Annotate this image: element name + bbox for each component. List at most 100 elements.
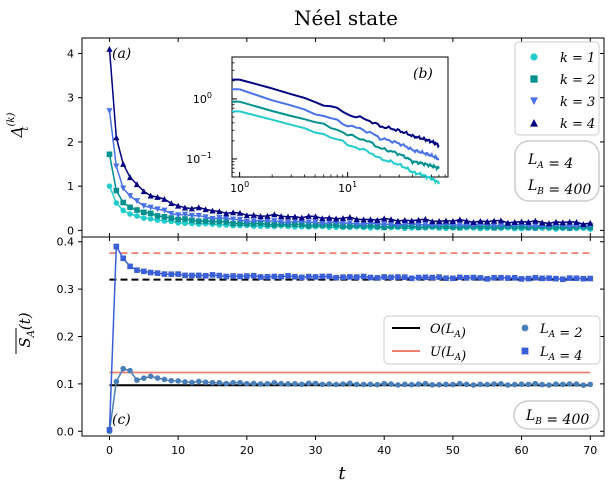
panel-a-annotation: LA = 4 LB = 400 bbox=[514, 140, 600, 202]
data-point bbox=[360, 273, 367, 280]
svg-text:Δ(k)t: Δ(k)t bbox=[6, 113, 31, 139]
data-point bbox=[381, 274, 388, 280]
data-point bbox=[525, 275, 532, 282]
y-tick-label: 2 bbox=[67, 136, 74, 149]
data-point bbox=[175, 271, 181, 277]
data-point bbox=[566, 218, 573, 225]
data-point bbox=[154, 270, 161, 276]
legend-label: k = 1 bbox=[560, 51, 595, 66]
inset-series-line-4 bbox=[239, 78, 440, 149]
data-point bbox=[161, 376, 168, 383]
x-tick-label: 0 bbox=[106, 444, 113, 457]
data-point bbox=[216, 208, 223, 215]
data-point bbox=[250, 211, 257, 218]
data-point bbox=[106, 151, 113, 158]
data-point bbox=[126, 174, 134, 181]
data-point bbox=[147, 192, 154, 199]
data-point bbox=[532, 223, 539, 229]
panel-a-label: (a) bbox=[112, 46, 131, 62]
data-point bbox=[429, 382, 436, 388]
data-point bbox=[243, 218, 250, 225]
data-point bbox=[381, 215, 388, 222]
data-point bbox=[367, 216, 374, 223]
x-tick-label: 50 bbox=[446, 444, 460, 457]
svg-text:O(LA): O(LA) bbox=[430, 322, 466, 341]
data-point bbox=[106, 45, 113, 52]
x-tick-label: 60 bbox=[515, 444, 529, 457]
data-point bbox=[147, 210, 154, 217]
data-point bbox=[436, 381, 442, 388]
data-point bbox=[511, 381, 518, 388]
data-point bbox=[127, 211, 133, 217]
legend-label: k = 3 bbox=[560, 95, 595, 110]
data-point bbox=[422, 216, 429, 222]
data-point bbox=[353, 216, 360, 223]
data-point bbox=[209, 207, 216, 214]
data-point bbox=[346, 214, 353, 220]
data-point bbox=[264, 221, 271, 228]
data-point bbox=[319, 215, 326, 222]
data-point bbox=[182, 379, 188, 385]
data-point bbox=[298, 274, 305, 281]
data-point bbox=[353, 221, 360, 228]
data-point bbox=[284, 213, 292, 220]
data-point bbox=[326, 219, 333, 226]
panel-c-x-ticks: 0 10 20 30 40 50 60 70 bbox=[106, 237, 597, 457]
data-point bbox=[395, 382, 401, 388]
legend-entry-1: k = 1 bbox=[530, 51, 595, 66]
data-point bbox=[147, 216, 154, 222]
data-point bbox=[161, 196, 168, 202]
data-point bbox=[120, 185, 127, 192]
data-point bbox=[498, 380, 504, 387]
data-point bbox=[236, 216, 244, 223]
data-point bbox=[477, 275, 484, 281]
data-point bbox=[456, 274, 463, 281]
inset-x-tick-label: 100 bbox=[230, 180, 249, 195]
data-point bbox=[587, 381, 594, 388]
data-point bbox=[395, 274, 401, 280]
data-point bbox=[470, 382, 477, 388]
y-tick-label: 0.3 bbox=[57, 283, 75, 296]
data-point bbox=[367, 274, 374, 281]
data-point bbox=[347, 380, 353, 387]
inset-y-tick-label: 10−1 bbox=[186, 151, 212, 166]
data-point bbox=[388, 274, 394, 281]
data-point bbox=[161, 207, 168, 214]
data-point bbox=[552, 218, 560, 225]
svg-text:U(LA): U(LA) bbox=[430, 345, 466, 364]
svg-text:LB = 400: LB = 400 bbox=[527, 178, 591, 198]
inset-y-tick-label: 100 bbox=[193, 91, 212, 106]
data-point bbox=[546, 382, 552, 388]
data-point bbox=[154, 217, 161, 224]
data-point bbox=[402, 381, 408, 388]
data-point bbox=[333, 215, 340, 222]
legend-entry-marker-1: LA = 2 bbox=[521, 322, 583, 341]
panel-a-ylabel: Δ(k)t bbox=[6, 113, 31, 139]
svg-text:LA = 4: LA = 4 bbox=[527, 152, 573, 172]
data-point bbox=[408, 217, 415, 224]
data-point bbox=[443, 381, 449, 388]
x-tick-label: 20 bbox=[240, 444, 254, 457]
data-point bbox=[559, 381, 566, 388]
data-point bbox=[305, 219, 312, 226]
data-point bbox=[161, 214, 168, 220]
data-point bbox=[202, 214, 209, 221]
data-point bbox=[305, 212, 312, 219]
data-point bbox=[230, 216, 237, 223]
data-point bbox=[237, 220, 243, 227]
data-point bbox=[147, 373, 154, 380]
data-point bbox=[264, 218, 271, 225]
data-point bbox=[546, 275, 552, 281]
data-point bbox=[168, 377, 175, 384]
data-point bbox=[442, 217, 450, 224]
data-point bbox=[305, 273, 312, 280]
data-point bbox=[195, 218, 202, 225]
data-point bbox=[415, 274, 422, 281]
data-point bbox=[394, 217, 402, 224]
data-point bbox=[491, 217, 498, 224]
data-point bbox=[230, 220, 236, 227]
panel-a-legend: k = 1 k = 2 k = 3 k = 4 bbox=[514, 41, 600, 136]
data-point bbox=[436, 218, 443, 224]
data-point bbox=[223, 380, 230, 387]
data-point bbox=[573, 218, 580, 225]
